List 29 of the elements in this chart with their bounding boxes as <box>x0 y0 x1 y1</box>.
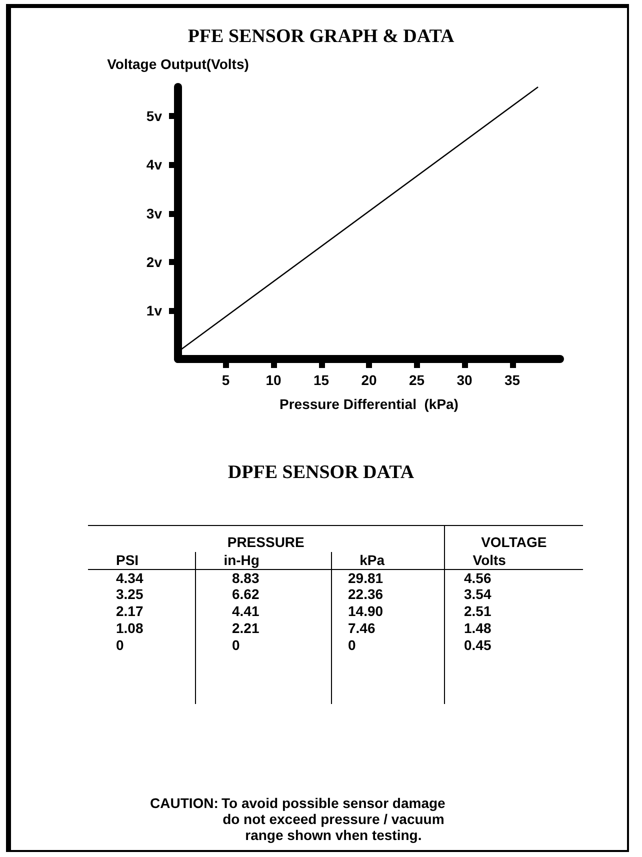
text: 0 0 0 0.45 <box>116 637 492 653</box>
text: VOLTAGE <box>444 526 583 552</box>
text: 4.34 8.83 29.81 4.56 <box>116 570 492 586</box>
y-tick-label: 2v <box>146 254 162 270</box>
text: DPFE SENSOR DATA <box>226 462 416 484</box>
x-tick-label: 25 <box>408 372 425 388</box>
y-axis-title: Voltage Output(Volts) <box>107 56 249 72</box>
x-axis-title: Pressure Differential (kPa) <box>280 396 458 412</box>
x-tick-label: 20 <box>361 372 377 388</box>
category-label: Volts <box>444 552 583 569</box>
text: 1.08 2.21 7.46 1.48 <box>116 620 492 636</box>
x-tick-label: 10 <box>266 372 282 388</box>
category-label: PSI <box>88 552 196 569</box>
text: 3.25 6.62 22.36 3.54 <box>116 586 492 602</box>
text: 2.17 4.41 14.90 2.51 <box>116 603 492 619</box>
text: To avoid possible sensor damage do not exceed pressure / vacuum range shown vhen testing. <box>220 795 446 843</box>
category-label: in-Hg <box>195 552 332 569</box>
text: PRESSURE <box>226 533 306 552</box>
y-tick-label: 1v <box>146 302 162 318</box>
x-tick-label: 5 <box>222 372 230 388</box>
chart-title: PFE SENSOR GRAPH & DATA <box>188 26 454 47</box>
category-label: kPa <box>331 552 444 569</box>
x-tick-label: 30 <box>456 372 472 388</box>
y-tick-label: 3v <box>146 205 162 222</box>
x-tick-label: 35 <box>504 372 520 388</box>
y-tick-label: 4v <box>146 156 162 173</box>
text: CAUTION: <box>150 795 218 813</box>
y-tick-label: 5v <box>146 108 162 124</box>
x-tick-label: 15 <box>313 372 330 388</box>
